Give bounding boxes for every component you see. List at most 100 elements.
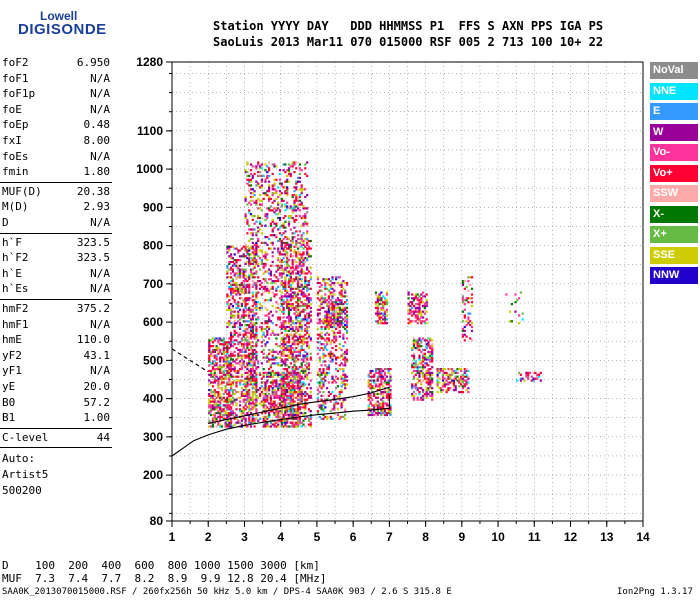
echo-point bbox=[298, 270, 301, 273]
echo-point bbox=[278, 216, 282, 220]
echo-point bbox=[286, 255, 289, 258]
echo-point bbox=[286, 391, 289, 394]
echo-point bbox=[306, 272, 309, 275]
echo-point bbox=[318, 369, 321, 373]
echo-point bbox=[259, 165, 262, 168]
echo-point bbox=[264, 253, 267, 256]
echo-point bbox=[320, 335, 323, 338]
echo-point bbox=[269, 358, 272, 361]
echo-point bbox=[273, 350, 276, 353]
echo-point bbox=[220, 379, 224, 382]
echo-point bbox=[510, 320, 513, 323]
echo-point bbox=[420, 366, 423, 369]
echo-point bbox=[345, 360, 349, 363]
echo-point bbox=[302, 308, 305, 311]
echo-point bbox=[240, 287, 243, 290]
echo-point bbox=[411, 303, 414, 306]
echo-point bbox=[536, 373, 539, 376]
echo-point bbox=[463, 379, 466, 382]
echo-point bbox=[291, 402, 294, 405]
echo-point bbox=[237, 289, 240, 292]
echo-point bbox=[412, 385, 416, 388]
panel-separator bbox=[0, 427, 112, 429]
echo-point bbox=[318, 383, 321, 386]
echo-point bbox=[287, 215, 291, 218]
echo-point bbox=[297, 237, 300, 241]
echo-point bbox=[233, 360, 236, 363]
echo-point bbox=[251, 383, 254, 386]
echo-point bbox=[304, 260, 307, 264]
echo-point bbox=[469, 337, 472, 340]
echo-point bbox=[259, 402, 262, 405]
echo-point bbox=[284, 333, 287, 336]
echo-point bbox=[331, 375, 334, 378]
echo-point bbox=[237, 310, 240, 313]
echo-point bbox=[295, 425, 298, 428]
echo-point bbox=[224, 343, 227, 346]
echo-point bbox=[329, 341, 332, 344]
echo-point bbox=[297, 398, 300, 401]
echo-point bbox=[291, 255, 294, 258]
echo-point bbox=[297, 425, 300, 428]
echo-point bbox=[338, 312, 341, 315]
echo-point bbox=[255, 220, 258, 223]
x-tick-label: 11 bbox=[528, 530, 541, 544]
echo-point bbox=[253, 281, 256, 285]
echo-point bbox=[302, 232, 305, 235]
echo-point bbox=[298, 230, 301, 233]
echo-point bbox=[338, 306, 341, 309]
echo-point bbox=[286, 207, 289, 210]
echo-point bbox=[445, 379, 448, 382]
echo-point bbox=[217, 383, 220, 386]
echo-point bbox=[295, 186, 298, 189]
echo-point bbox=[316, 327, 320, 330]
echo-point bbox=[532, 379, 535, 382]
param-name: hmF1 bbox=[2, 317, 29, 331]
echo-point bbox=[376, 310, 379, 313]
echo-point bbox=[324, 373, 327, 376]
echo-point bbox=[309, 421, 312, 424]
echo-point bbox=[287, 280, 291, 283]
echo-point bbox=[291, 425, 294, 428]
echo-point bbox=[251, 362, 254, 365]
echo-point bbox=[324, 364, 327, 367]
echo-point bbox=[235, 247, 238, 250]
echo-point bbox=[382, 322, 385, 325]
footer-version: Ion2Png 1.3.17 bbox=[617, 587, 693, 597]
echo-point bbox=[336, 303, 339, 306]
echo-point bbox=[217, 385, 220, 388]
echo-point bbox=[304, 324, 307, 327]
echo-point bbox=[289, 425, 292, 428]
echo-point bbox=[300, 237, 303, 241]
echo-point bbox=[275, 356, 278, 359]
echo-point bbox=[284, 364, 287, 367]
echo-point bbox=[233, 287, 236, 290]
echo-point bbox=[240, 375, 243, 378]
echo-point bbox=[248, 312, 251, 315]
echo-point bbox=[255, 343, 258, 346]
echo-point bbox=[345, 329, 349, 332]
echo-point bbox=[257, 216, 260, 220]
echo-point bbox=[316, 276, 320, 279]
echo-point bbox=[251, 276, 254, 279]
echo-point bbox=[211, 423, 215, 426]
echo-point bbox=[230, 316, 233, 319]
echo-point bbox=[304, 341, 307, 344]
echo-point bbox=[316, 373, 320, 376]
echo-point bbox=[295, 341, 298, 344]
echo-point bbox=[253, 259, 256, 262]
echo-point bbox=[382, 400, 385, 403]
echo-point bbox=[219, 371, 222, 374]
echo-point bbox=[286, 264, 289, 267]
echo-point bbox=[273, 356, 276, 359]
echo-point bbox=[240, 373, 243, 376]
echo-point bbox=[235, 303, 238, 306]
echo-point bbox=[233, 400, 236, 403]
echo-point bbox=[228, 396, 231, 399]
echo-point bbox=[309, 394, 312, 397]
echo-point bbox=[275, 412, 278, 415]
echo-point bbox=[514, 310, 517, 313]
echo-point bbox=[287, 366, 291, 369]
echo-point bbox=[282, 303, 285, 306]
echo-point bbox=[297, 293, 300, 296]
